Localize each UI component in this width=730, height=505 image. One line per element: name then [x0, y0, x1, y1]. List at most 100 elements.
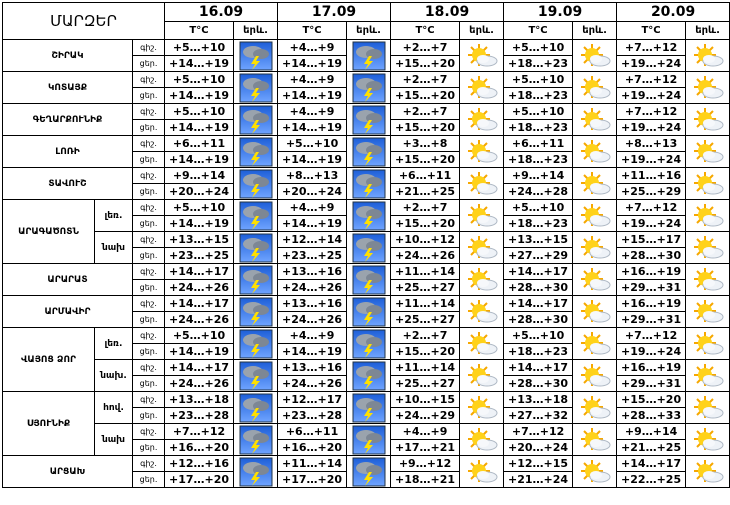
sun-cloud-icon [467, 139, 498, 162]
weather-icon-cell [346, 423, 392, 456]
period-label: ցեր. [131, 311, 166, 328]
storm-icon [239, 457, 273, 486]
temperature: +14…+19 [164, 343, 235, 360]
period-label: գիշ. [131, 71, 166, 88]
sun-cloud-icon [580, 363, 611, 386]
weather-icon-cell [346, 199, 392, 232]
date-header: 17.09 [277, 2, 392, 22]
temperature: +23…+28 [277, 407, 348, 424]
temperature: +25…+27 [390, 279, 461, 296]
storm-icon [352, 41, 386, 70]
temperature: +5…+10 [164, 103, 235, 120]
temperature: +4…+9 [277, 199, 348, 216]
weather-icon-cell [459, 455, 505, 488]
temperature: +7…+12 [616, 71, 687, 88]
temperature: +19…+24 [616, 151, 687, 168]
temperature: +11…+14 [277, 455, 348, 472]
weather-icon-cell [346, 359, 392, 392]
temperature: +20…+24 [277, 183, 348, 200]
temp-header: T°C [164, 21, 235, 40]
weather-icon-cell [346, 135, 392, 168]
temperature: +16…+19 [616, 263, 687, 280]
temperature: +24…+28 [503, 183, 574, 200]
table-row: ցեր. +24…+26 +24…+26 +25…+27 +28…+30 +29…+31 [3, 279, 730, 296]
temperature: +5…+10 [164, 199, 235, 216]
temp-header: T°C [277, 21, 348, 40]
temperature: +11…+14 [390, 359, 461, 376]
temperature: +14…+19 [277, 215, 348, 232]
temperature: +15…+20 [390, 87, 461, 104]
period-label: գիշ. [131, 231, 166, 248]
temperature: +14…+17 [164, 263, 235, 280]
temperature: +7…+12 [616, 103, 687, 120]
weather-icon-cell [459, 359, 505, 392]
sun-cloud-icon [580, 171, 611, 194]
weather-icon-cell [572, 327, 618, 360]
sun-cloud-icon [693, 331, 724, 354]
temperature: +24…+26 [390, 247, 461, 264]
temperature: +9…+14 [616, 423, 687, 440]
region-name: ԱՐԱԳԱԾՈՏՆ [2, 199, 95, 264]
sun-cloud-icon [580, 395, 611, 418]
weather-icon-cell [233, 391, 279, 424]
temperature: +14…+17 [503, 263, 574, 280]
temperature: +27…+32 [503, 407, 574, 424]
temperature: +29…+31 [616, 311, 687, 328]
period-label: գիշ. [131, 199, 166, 216]
header-title: ՄԱՐԶԵՐ [1, 2, 166, 40]
table-row: ՎԱՅՈՑ ՁՈՐ լեռ. գիշ. +5…+10 +4…+9 +2…+7 +5…+10 +… [2, 327, 730, 392]
region-name: ԱՐՄԱՎԻՐ [2, 295, 133, 328]
temperature: +12…+15 [503, 455, 574, 472]
weather-icon-cell [459, 167, 505, 200]
sun-cloud-icon [467, 267, 498, 290]
weather-icon-cell [572, 167, 618, 200]
table-row: ԿՈՏԱՅՔ գիշ. +5…+10 +4…+9 +2…+7 +5…+10 +7…+12 [2, 71, 730, 104]
temperature: +24…+26 [277, 375, 348, 392]
weather-icon-cell [685, 167, 730, 200]
weather-icon-cell [572, 71, 618, 104]
weather-icon-cell [572, 103, 618, 136]
sun-cloud-icon [467, 107, 498, 130]
sun-cloud-icon [580, 459, 611, 482]
temperature: +29…+31 [616, 279, 687, 296]
temperature: +25…+27 [390, 375, 461, 392]
storm-icon [352, 169, 386, 198]
icon-header: երև. [233, 21, 279, 40]
period-label: ցեր. [131, 439, 166, 456]
sun-cloud-icon [580, 203, 611, 226]
temperature: +16…+20 [164, 439, 235, 456]
storm-icon [352, 297, 386, 326]
temperature: +14…+17 [164, 359, 235, 376]
weather-icon-cell [233, 167, 279, 200]
temperature: +16…+20 [277, 439, 348, 456]
storm-icon [239, 233, 273, 262]
weather-icon-cell [459, 327, 505, 360]
region-name: ՍՅՈՒՆԻՔ [2, 391, 95, 456]
table-row: ՏԱՎՈՒՇ գիշ. +9…+14 +8…+13 +6…+11 +9…+14 +11…+1… [2, 167, 730, 200]
period-label: գիշ. [131, 391, 166, 408]
period-label: ցեր. [131, 247, 166, 264]
table-row: ցեր. +14…+19 +14…+19 +15…+20 +18…+23 +19…+24 [3, 343, 730, 360]
temperature: +10…+12 [390, 231, 461, 248]
region-name: ԼՈՌԻ [2, 135, 133, 168]
temperature: +23…+25 [164, 247, 235, 264]
weather-icon-cell [685, 39, 730, 72]
storm-icon [352, 201, 386, 230]
storm-icon [239, 73, 273, 102]
period-label: ցեր. [131, 183, 166, 200]
region-name: ԱՐՑԱԽ [2, 455, 133, 488]
table-row: նախ գիշ. +13…+15 +12…+14 +10…+12 +13…+15 +15…+… [3, 231, 730, 264]
temperature: +4…+9 [277, 39, 348, 56]
sun-cloud-icon [693, 139, 724, 162]
temperature: +19…+24 [616, 215, 687, 232]
period-label: գիշ. [131, 103, 166, 120]
sun-cloud-icon [580, 107, 611, 130]
temperature: +14…+17 [503, 359, 574, 376]
sun-cloud-icon [693, 459, 724, 482]
weather-icon-cell [459, 423, 505, 456]
weather-icon-cell [346, 455, 392, 488]
storm-icon [239, 169, 273, 198]
weather-icon-cell [459, 71, 505, 104]
storm-icon [239, 105, 273, 134]
